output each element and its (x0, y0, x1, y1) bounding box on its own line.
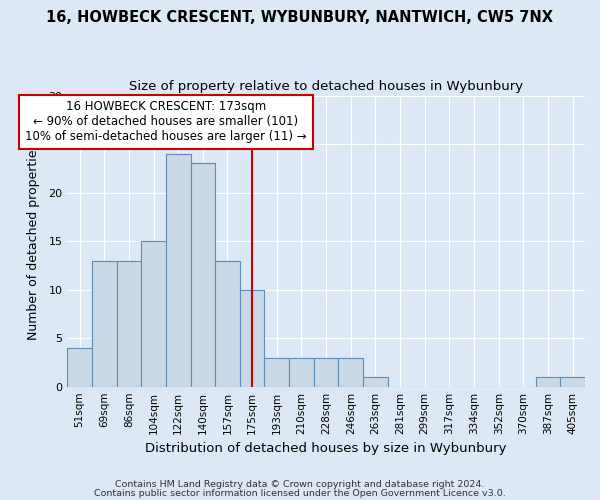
Bar (166, 154, 191, 386)
Text: 16, HOWBECK CRESCENT, WYBUNBURY, NANTWICH, CW5 7NX: 16, HOWBECK CRESCENT, WYBUNBURY, NANTWIC… (47, 10, 554, 25)
Y-axis label: Number of detached properties: Number of detached properties (27, 142, 40, 340)
Bar (314, 358, 338, 386)
Bar (92, 260, 116, 386)
Text: Contains public sector information licensed under the Open Government Licence v3: Contains public sector information licen… (94, 490, 506, 498)
Bar (240, 290, 265, 386)
Bar (191, 164, 215, 386)
Bar (67, 348, 92, 387)
Text: Contains HM Land Registry data © Crown copyright and database right 2024.: Contains HM Land Registry data © Crown c… (115, 480, 485, 489)
Text: 16 HOWBECK CRESCENT: 173sqm
← 90% of detached houses are smaller (101)
10% of se: 16 HOWBECK CRESCENT: 173sqm ← 90% of det… (25, 100, 307, 144)
Bar (141, 241, 166, 386)
Bar (560, 377, 585, 386)
Bar (116, 260, 141, 386)
X-axis label: Distribution of detached houses by size in Wybunbury: Distribution of detached houses by size … (145, 442, 507, 455)
Bar (363, 377, 388, 386)
Bar (338, 358, 363, 386)
Bar (536, 377, 560, 386)
Bar (215, 260, 240, 386)
Bar (289, 358, 314, 386)
Bar (265, 358, 289, 386)
Title: Size of property relative to detached houses in Wybunbury: Size of property relative to detached ho… (129, 80, 523, 93)
